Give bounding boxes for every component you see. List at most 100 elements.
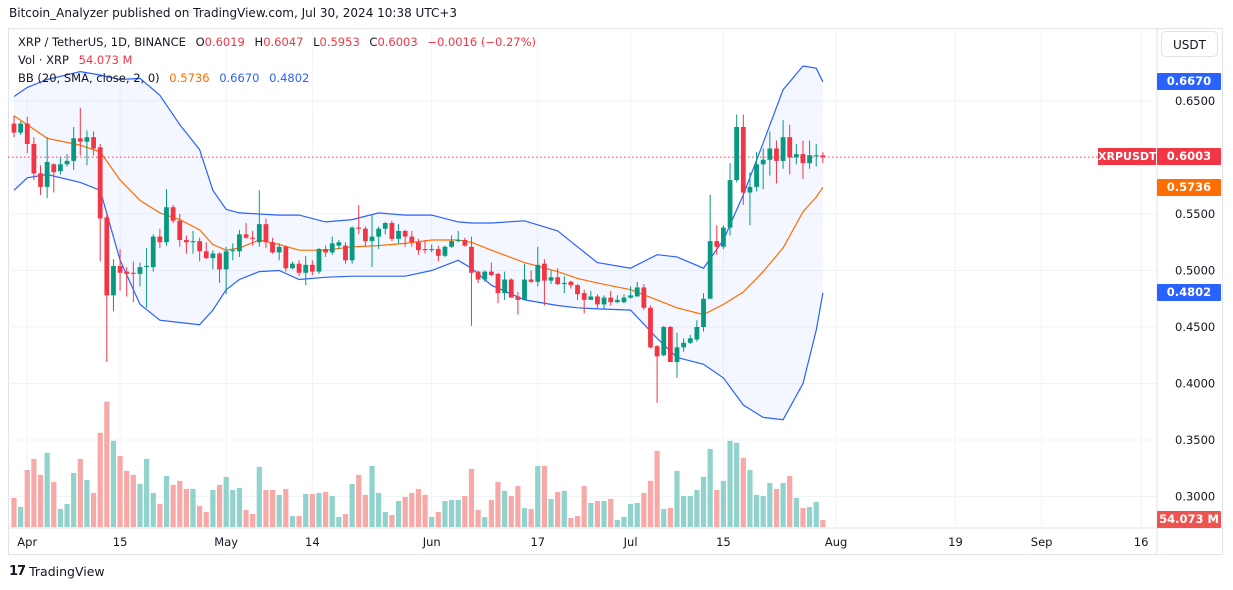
candle-body — [237, 234, 242, 252]
volume-bar — [236, 487, 243, 527]
candle — [356, 204, 362, 235]
volume-bar — [767, 482, 773, 527]
volume-bar — [641, 492, 647, 527]
candle — [283, 245, 289, 272]
volume-bar — [276, 494, 282, 527]
volume-bar — [753, 494, 760, 527]
candle — [402, 229, 408, 247]
candle-body — [157, 236, 163, 243]
candle — [104, 214, 110, 363]
volume-label[interactable]: Vol · XRP — [18, 53, 69, 67]
candle — [442, 245, 448, 257]
candle — [230, 243, 236, 261]
volume-bar — [336, 516, 342, 527]
volume-bar — [110, 440, 117, 527]
volume-bar — [807, 506, 813, 527]
symbol-title[interactable]: XRP / TetherUS, 1D, BINANCE — [18, 35, 186, 49]
candle-body — [323, 249, 329, 253]
tradingview-mark-icon: 17 — [9, 564, 26, 579]
volume-bar — [409, 492, 415, 527]
candle — [760, 148, 766, 190]
candle — [568, 280, 574, 289]
candle-body — [435, 249, 441, 256]
candle — [721, 225, 726, 250]
volume-bar — [97, 432, 103, 527]
candle — [369, 215, 375, 268]
candle-body — [687, 338, 693, 343]
high-value: 0.6047 — [263, 35, 304, 49]
candle — [97, 143, 103, 262]
candle-body — [488, 271, 494, 276]
candle — [329, 236, 335, 255]
candle-body — [190, 241, 196, 243]
currency-button[interactable]: USDT — [1161, 31, 1218, 57]
candle — [117, 249, 123, 291]
tradingview-logo[interactable]: 17 TradingView — [9, 564, 105, 579]
volume-bar — [256, 466, 262, 527]
candle — [774, 140, 779, 184]
candle-body — [648, 307, 653, 348]
candle-body — [362, 228, 368, 242]
candle-body — [210, 253, 216, 259]
candle — [667, 325, 673, 363]
volume-bar — [137, 483, 143, 527]
candle — [648, 305, 653, 349]
candle — [754, 151, 759, 192]
bb-lower-badge: 0.4802 — [1157, 284, 1221, 301]
candle — [542, 259, 547, 306]
candle-body — [522, 279, 527, 300]
candle — [409, 230, 415, 247]
candle — [256, 190, 262, 247]
bb-legend: BB (20, SMA, close, 2, 0) 0.5736 0.6670 … — [18, 71, 315, 85]
time-tick-label: Apr — [17, 535, 37, 549]
candle-body — [124, 271, 130, 274]
candle-body — [528, 279, 534, 282]
volume-bar — [216, 484, 223, 527]
candle-body — [290, 263, 295, 269]
volume-bar — [667, 508, 673, 527]
candle — [787, 124, 793, 175]
volume-bar — [197, 505, 203, 527]
candle — [31, 137, 37, 181]
candle — [535, 246, 541, 287]
candle-body — [654, 346, 660, 357]
candle — [177, 214, 183, 247]
bb-label[interactable]: BB (20, SMA, close, 2, 0) — [18, 71, 160, 85]
price-tick-label: 0.6500 — [1175, 94, 1215, 108]
volume-bar — [163, 475, 170, 527]
price-tick-label: 0.3000 — [1175, 490, 1215, 504]
candle-body — [150, 236, 156, 268]
bb-lower-line — [13, 173, 824, 421]
candle — [548, 270, 554, 285]
candle-body — [97, 147, 103, 219]
volume-bar — [661, 508, 667, 527]
volume-bar — [787, 475, 793, 527]
volume-bar — [64, 503, 70, 527]
candle-body — [429, 249, 435, 251]
candle — [263, 218, 269, 248]
volume-bar — [323, 491, 329, 527]
volume-bar — [694, 489, 700, 527]
price-tick-label: 0.5500 — [1175, 207, 1215, 221]
candle-body — [674, 347, 680, 363]
volume-bar — [269, 489, 276, 527]
candle-body — [389, 223, 395, 239]
candle — [44, 137, 50, 199]
candle-body — [455, 239, 461, 242]
volume-bar — [528, 508, 534, 527]
volume-bar — [608, 498, 614, 527]
volume-bar — [429, 516, 435, 527]
candle-body — [760, 159, 766, 165]
volume-bar — [369, 465, 375, 527]
low-value: 0.5953 — [319, 35, 360, 49]
bb-basis-badge: 0.5736 — [1157, 179, 1221, 196]
candle — [740, 114, 746, 205]
candle — [382, 221, 388, 235]
volume-bar — [714, 489, 720, 527]
candle-body — [800, 154, 806, 164]
candle-body — [382, 223, 388, 229]
volume-bar — [170, 484, 176, 527]
candle-body — [661, 327, 667, 356]
candle-body — [38, 173, 43, 187]
